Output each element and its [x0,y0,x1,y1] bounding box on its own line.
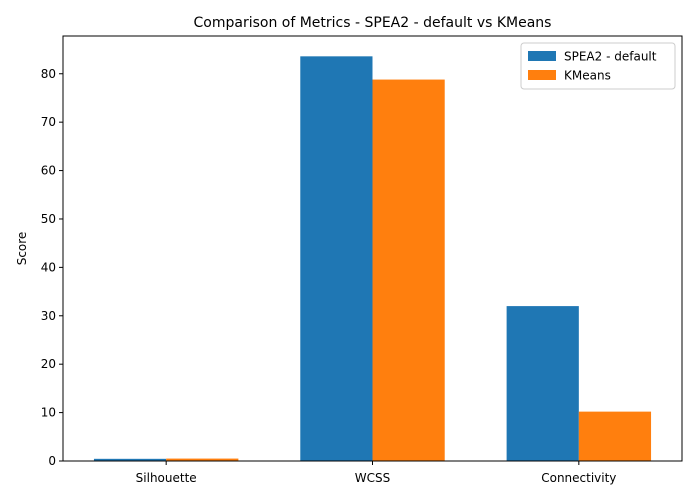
x-tick-label: Connectivity [541,471,616,485]
y-tick-label: 50 [41,212,56,226]
legend: SPEA2 - default KMeans [520,42,676,90]
y-tick-label: 0 [48,454,56,468]
bar-series1-silhouette [93,458,167,461]
bar-series2-silhouette [166,458,239,461]
y-axis: 0 10 20 30 40 50 60 70 80 [41,67,63,468]
chart-title: Comparison of Metrics - SPEA2 - default … [194,15,552,31]
bars-group [93,56,652,462]
y-tick-label: 80 [41,67,56,81]
plot-frame [62,35,683,462]
x-tick-label: Silhouette [136,471,197,485]
legend-swatch [528,70,556,80]
y-tick-label: 20 [41,357,56,371]
y-tick-label: 10 [41,406,56,420]
legend-label: SPEA2 - default [564,50,657,64]
bar-series1-connectivity [506,306,579,461]
legend-label: KMeans [564,69,611,83]
bar-series2-connectivity [578,411,652,461]
bar-series1-wcss [300,56,373,462]
y-tick-label: 40 [41,260,56,274]
x-tick-label: WCSS [355,471,390,485]
y-tick-label: 30 [41,309,56,323]
y-tick-label: 60 [41,164,56,178]
y-tick-label: 70 [41,115,56,129]
x-axis: Silhouette WCSS Connectivity [136,461,616,485]
bar-series2-wcss [372,79,445,462]
legend-frame [520,42,676,90]
y-axis-label: Score [15,232,29,266]
legend-swatch [528,51,556,61]
